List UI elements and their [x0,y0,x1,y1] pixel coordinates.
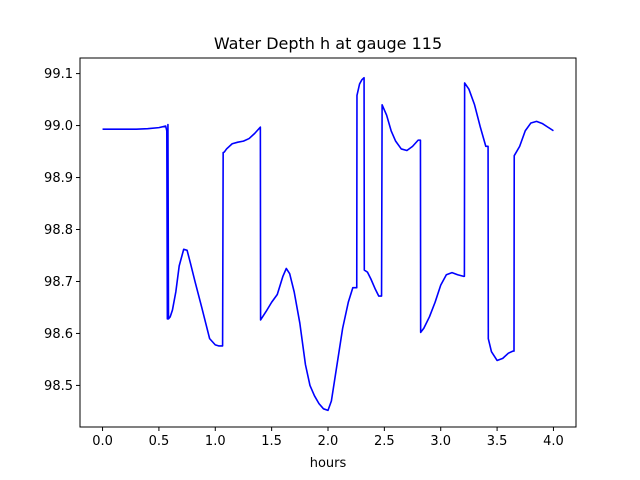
plot-area [80,58,576,427]
chart-title: Water Depth h at gauge 115 [214,34,442,53]
y-tick-label: 98.7 [44,275,73,290]
x-tick-label: 4.0 [543,434,564,449]
y-tick-label: 98.6 [44,327,73,342]
x-axis-label: hours [310,456,347,471]
y-tick-label: 98.8 [44,223,73,238]
x-tick-label: 2.5 [374,434,395,449]
y-tick-label: 99.1 [44,67,73,82]
x-tick-label: 0.5 [149,434,170,449]
y-axis-ticks: 98.5 98.6 98.7 98.8 98.9 99.0 99.1 [44,67,80,394]
x-tick-label: 1.0 [205,434,226,449]
x-tick-label: 0.0 [92,434,113,449]
x-tick-label: 3.5 [487,434,508,449]
x-axis-ticks: 0.0 0.5 1.0 1.5 2.0 2.5 3.0 3.5 4.0 [92,427,564,449]
plot-frame [79,57,577,428]
series-line-0 [102,76,554,412]
series-layer [102,76,554,412]
y-tick-label: 98.9 [44,171,73,186]
y-tick-label: 98.5 [44,379,73,394]
x-tick-label: 2.0 [318,434,339,449]
x-tick-label: 1.5 [261,434,282,449]
y-tick-label: 99.0 [44,119,73,134]
x-tick-label: 3.0 [430,434,451,449]
